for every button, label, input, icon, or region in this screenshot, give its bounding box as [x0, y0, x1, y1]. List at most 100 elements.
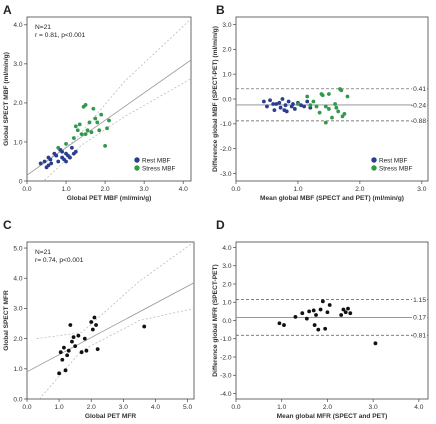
data-point	[268, 98, 272, 103]
legend-label: Rest MBF	[379, 157, 408, 164]
data-point	[57, 371, 62, 376]
x-axis-label: Global PET MBF (ml/min/g)	[67, 195, 152, 202]
data-point	[60, 149, 65, 154]
data-point	[280, 97, 285, 101]
legend-marker	[134, 157, 140, 163]
reference-label-bg	[412, 295, 427, 304]
x-tick-label: 0.0	[22, 186, 31, 193]
x-tick-label: 0.0	[231, 404, 240, 411]
x-axis-label: Global PET MFR	[85, 413, 137, 420]
data-point	[85, 128, 90, 133]
data-point	[346, 306, 350, 311]
plot-frame	[235, 241, 429, 400]
y-tick-label: -1.0	[220, 336, 232, 343]
y-tick-label: 1.0	[13, 139, 22, 146]
data-point	[348, 311, 353, 316]
data-point	[282, 108, 287, 113]
y-tick-label: 4.0	[13, 276, 22, 283]
x-tick-label: 0.0	[22, 404, 31, 411]
data-point	[97, 128, 102, 133]
series-stress-mbf	[56, 102, 111, 150]
data-point	[58, 350, 63, 355]
y-tick-label: 3.0	[13, 306, 22, 313]
y-tick-label: 4.0	[13, 22, 22, 29]
data-point	[76, 333, 81, 338]
x-tick-label: 1.0	[61, 186, 70, 193]
legend-marker	[134, 165, 140, 171]
data-point	[311, 308, 316, 313]
data-point	[277, 100, 282, 105]
data-point	[82, 336, 87, 341]
data-point	[64, 142, 68, 146]
data-point	[75, 128, 80, 133]
data-point	[305, 99, 310, 104]
data-point	[71, 335, 76, 340]
regression-line	[27, 59, 191, 176]
data-point	[274, 102, 279, 106]
y-tick-label: -4.0	[220, 391, 232, 398]
panel-label: B	[216, 3, 225, 17]
reference-line-label: 0.41	[413, 86, 426, 93]
panel-label: C	[3, 218, 12, 232]
x-tick-label: 4.0	[179, 186, 188, 193]
y-tick-label: -2.0	[220, 354, 232, 361]
data-point	[56, 145, 61, 150]
data-point	[142, 324, 147, 329]
x-tick-label: 2.0	[87, 404, 96, 411]
data-point	[325, 310, 330, 315]
data-point	[64, 159, 68, 164]
reference-label-bg	[412, 331, 427, 340]
y-tick-label: -3.0	[220, 373, 232, 380]
y-tick-label: 2.0	[222, 47, 231, 54]
series-points	[57, 315, 147, 376]
y-tick-label: 4.0	[222, 245, 231, 252]
data-point	[70, 339, 74, 344]
data-point	[70, 145, 74, 150]
reference-line-label: 1.15	[413, 297, 426, 304]
legend-marker	[371, 157, 377, 163]
data-point	[327, 92, 331, 96]
y-tick-label: 3.0	[13, 61, 22, 68]
y-tick-label: 2.0	[13, 100, 22, 107]
plot-frame	[26, 241, 195, 400]
y-tick-label: 0.0	[222, 318, 231, 325]
x-tick-label: 5.0	[183, 404, 192, 411]
x-tick-label: 2.0	[101, 186, 110, 193]
data-point	[323, 120, 328, 125]
plot-area	[27, 242, 194, 399]
regression-line	[27, 282, 194, 373]
data-point	[292, 107, 297, 111]
y-tick-label: 0.0	[222, 96, 231, 103]
x-tick-label: 0.0	[231, 186, 240, 193]
data-point	[305, 94, 310, 99]
data-point	[271, 102, 276, 106]
data-point	[327, 303, 332, 307]
data-point	[83, 102, 88, 107]
data-point	[318, 307, 323, 312]
x-tick-label: 1.0	[293, 186, 302, 193]
y-tick-label: -1.0	[220, 121, 232, 128]
y-axis-label: Difference global MBF (SPECT-PET) (ml/mi…	[212, 26, 219, 172]
data-point	[49, 161, 54, 166]
data-point	[93, 116, 98, 121]
panel-label: D	[216, 218, 225, 232]
x-tick-label: 3.0	[369, 404, 378, 411]
reference-line-label: 0.17	[413, 315, 426, 322]
data-point	[38, 161, 43, 166]
plot-frame	[26, 16, 192, 182]
data-point	[336, 109, 341, 114]
data-point	[291, 102, 295, 106]
data-point	[302, 104, 307, 109]
data-point	[308, 103, 313, 108]
stat-annotation: r = 0.81, p<0.001	[35, 32, 86, 39]
data-point	[338, 87, 342, 91]
data-point	[89, 130, 94, 135]
data-point	[65, 353, 70, 358]
data-point	[87, 120, 92, 125]
reference-label-bg	[412, 84, 427, 93]
data-point	[265, 104, 269, 109]
data-point	[319, 92, 324, 96]
series-rest-mbf	[261, 97, 313, 114]
data-point	[307, 309, 312, 314]
y-tick-label: 0	[19, 178, 23, 185]
